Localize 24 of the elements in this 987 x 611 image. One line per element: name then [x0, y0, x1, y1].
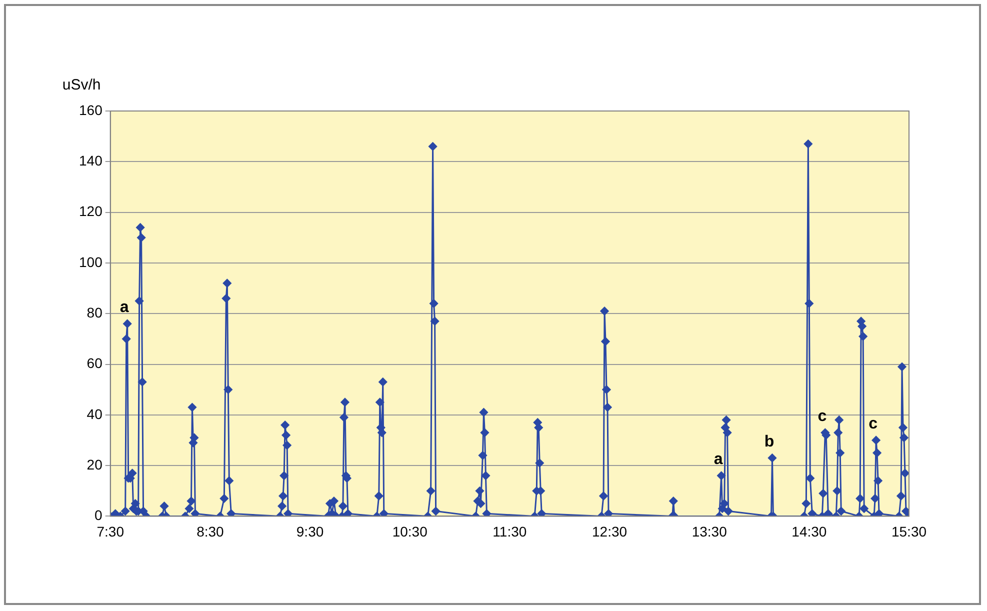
x-tick-label: 12:30: [592, 523, 628, 540]
y-tick-label: 80: [86, 304, 103, 320]
y-tick-label: 40: [86, 406, 103, 422]
annotation: c: [818, 408, 827, 426]
x-tick-label: 10:30: [392, 523, 428, 540]
y-tick-label: 160: [79, 102, 103, 118]
y-tick-label: 120: [79, 203, 103, 220]
y-tick-label: 60: [86, 355, 103, 372]
x-tick-label: 11:30: [492, 523, 527, 540]
x-tick-label: 9:30: [296, 523, 324, 540]
annotation: c: [868, 416, 878, 433]
x-tick-label: 15:30: [891, 523, 927, 540]
x-tick-label: 13:30: [692, 523, 728, 540]
annotation: a: [714, 451, 723, 468]
annotation: b: [764, 433, 774, 450]
annotation: a: [120, 299, 129, 316]
y-tick-label: 140: [79, 152, 103, 169]
x-tick-label: 8:30: [196, 523, 224, 540]
x-tick-label: 7:30: [96, 523, 124, 540]
y-tick-label: 0: [94, 507, 103, 524]
y-axis-title: uSv/h: [62, 76, 101, 94]
y-tick-label: 20: [86, 456, 103, 472]
x-tick-label: 14:30: [792, 523, 827, 540]
y-tick-label: 100: [79, 254, 103, 270]
